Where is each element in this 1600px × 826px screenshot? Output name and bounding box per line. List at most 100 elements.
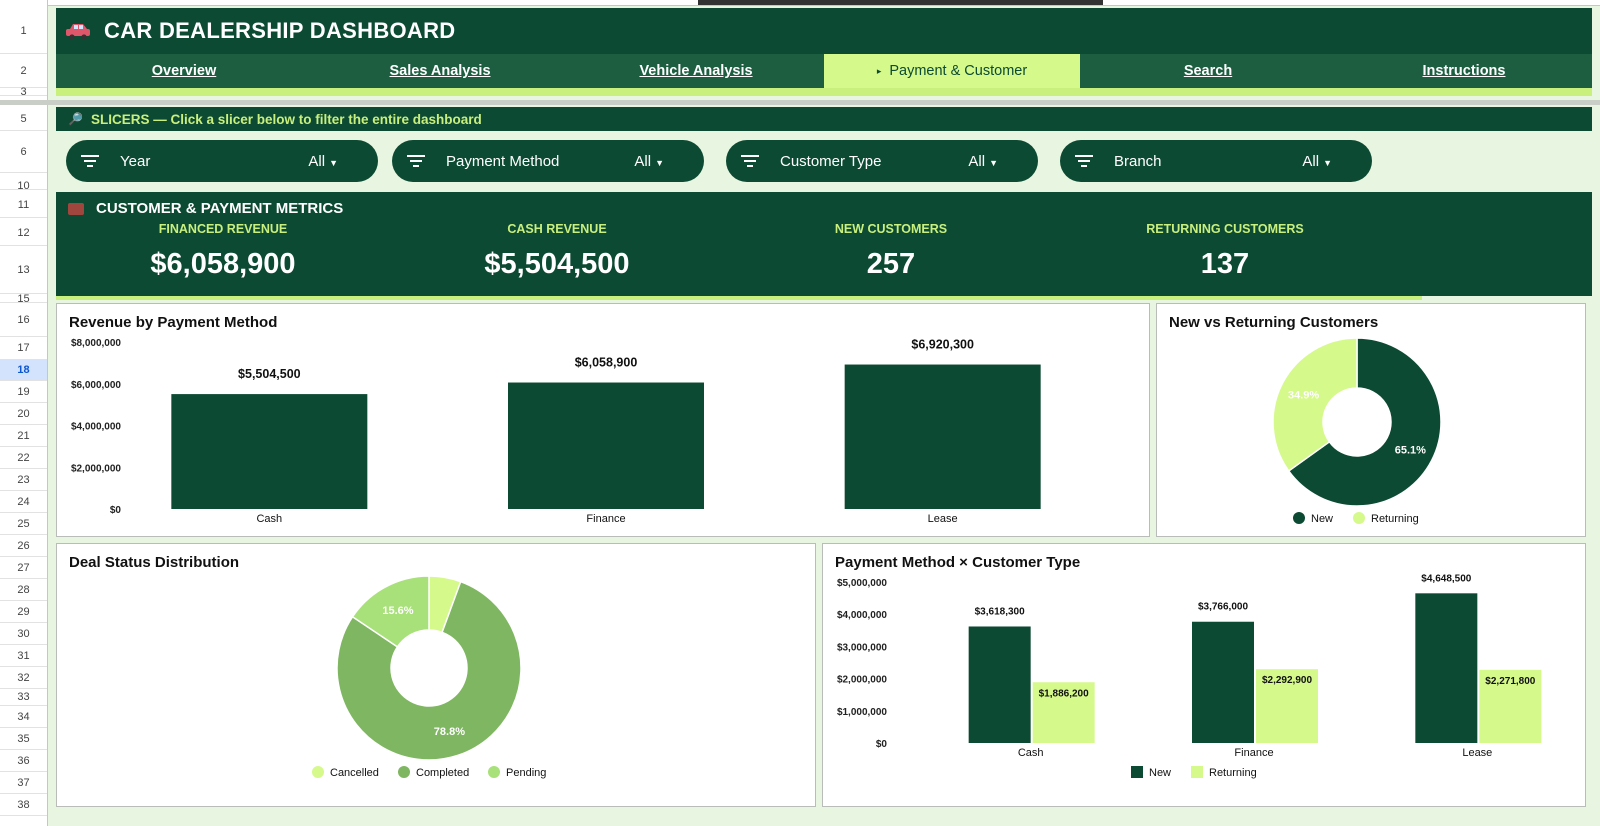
slicer-customer-type[interactable]: Customer Type All ▼ bbox=[726, 140, 1038, 182]
slicer-value-text: All bbox=[968, 152, 986, 170]
row-header-bar: 1 2 3 5 6 10 11 12 13 15 16 17 18 19 20 21 22 23 24 25 26 27 2… bbox=[0, 0, 48, 826]
row-number[interactable]: 35 bbox=[0, 728, 47, 750]
bar-data-label: $2,271,800 bbox=[1485, 676, 1535, 687]
row-number[interactable]: 34 bbox=[0, 706, 47, 728]
row-number[interactable]: 11 bbox=[0, 192, 47, 218]
filter-icon bbox=[1075, 155, 1093, 167]
row-number[interactable]: 36 bbox=[0, 750, 47, 772]
slicer-value-text: All bbox=[634, 152, 652, 170]
chart-title: Deal Status Distribution bbox=[69, 554, 240, 571]
slicer-payment-method[interactable]: Payment Method All ▼ bbox=[392, 140, 704, 182]
row-number[interactable]: 32 bbox=[0, 667, 47, 689]
legend-swatch bbox=[1293, 512, 1305, 524]
metric-card: NEW CUSTOMERS 257 bbox=[721, 222, 1061, 281]
bar bbox=[968, 626, 1031, 743]
active-tab-marker-icon: ▸ bbox=[876, 65, 882, 76]
legend-swatch bbox=[1353, 512, 1365, 524]
caret-down-icon: ▼ bbox=[1323, 157, 1332, 168]
row-number[interactable]: 37 bbox=[0, 772, 47, 794]
revenue-by-payment-chart: $0 $2,000,000 $4,000,000 $6,000,000 $8,000,0… bbox=[71, 338, 1041, 525]
bar bbox=[171, 394, 368, 509]
row-number[interactable]: 17 bbox=[0, 337, 47, 360]
bar-data-label: $2,292,900 bbox=[1262, 675, 1312, 686]
x-tick-label: Cash bbox=[1018, 747, 1044, 759]
metric-card: CASH REVENUE $5,504,500 bbox=[387, 222, 727, 281]
filter-icon bbox=[741, 155, 759, 167]
row-number[interactable]: 18 bbox=[0, 360, 47, 381]
y-tick-label: $5,000,000 bbox=[837, 578, 887, 589]
tab-payment-customer[interactable]: ▸ Payment & Customer bbox=[824, 54, 1080, 88]
row-number[interactable]: 23 bbox=[0, 469, 47, 491]
row-number[interactable]: 38 bbox=[0, 794, 47, 816]
slicers-banner: 🔎 SLICERS — Click a slicer below to filt… bbox=[56, 107, 1592, 131]
row-number[interactable]: 29 bbox=[0, 601, 47, 623]
row-number[interactable]: 31 bbox=[0, 645, 47, 667]
bar-data-label: $4,648,500 bbox=[1421, 573, 1471, 584]
y-tick-label: $2,000,000 bbox=[837, 675, 887, 686]
slicer-branch[interactable]: Branch All ▼ bbox=[1060, 140, 1372, 182]
row-number[interactable]: 30 bbox=[0, 623, 47, 645]
tab-overview[interactable]: Overview bbox=[56, 54, 312, 88]
bar bbox=[844, 364, 1041, 509]
row-number[interactable]: 27 bbox=[0, 557, 47, 579]
row-number[interactable]: 15 bbox=[0, 293, 47, 305]
tab-instructions[interactable]: Instructions bbox=[1336, 54, 1592, 88]
bar bbox=[1479, 669, 1542, 743]
payment-x-customer-panel: Payment Method × Customer Type $0 $1,000,… bbox=[822, 543, 1586, 807]
x-tick-label: Lease bbox=[928, 513, 958, 525]
row-number[interactable]: 16 bbox=[0, 303, 47, 337]
row-number[interactable]: 2 bbox=[0, 54, 47, 88]
row-number[interactable]: 10 bbox=[0, 180, 47, 192]
row-number[interactable]: 26 bbox=[0, 535, 47, 557]
row-number[interactable]: 21 bbox=[0, 425, 47, 447]
tab-sales-analysis[interactable]: Sales Analysis bbox=[312, 54, 568, 88]
tab-label: Search bbox=[1183, 63, 1233, 79]
slice-data-label: 15.6% bbox=[382, 605, 413, 617]
y-tick-label: $8,000,000 bbox=[71, 338, 121, 349]
row-number[interactable]: 5 bbox=[0, 107, 47, 131]
x-tick-label: Finance bbox=[1234, 747, 1273, 759]
legend-swatch bbox=[398, 766, 410, 778]
bar-data-label: $5,504,500 bbox=[238, 367, 301, 381]
row-number[interactable]: 19 bbox=[0, 381, 47, 403]
dashboard-title-bar: CAR DEALERSHIP DASHBOARD bbox=[56, 8, 1592, 54]
bar bbox=[508, 382, 704, 509]
slicer-value-text: All bbox=[1302, 152, 1320, 170]
metric-value: 257 bbox=[866, 248, 916, 280]
briefcase-icon bbox=[68, 202, 84, 215]
caret-down-icon: ▼ bbox=[989, 157, 998, 168]
tab-label: Payment & Customer bbox=[889, 63, 1028, 79]
tab-label: Vehicle Analysis bbox=[639, 63, 753, 79]
freeze-divider[interactable] bbox=[0, 100, 1600, 105]
slicer-value[interactable]: All ▼ bbox=[968, 153, 998, 170]
row-number[interactable]: 3 bbox=[0, 86, 47, 98]
nav-tabs: Overview Sales Analysis Vehicle Analysis ▸ P… bbox=[56, 54, 1592, 88]
row-number[interactable]: 33 bbox=[0, 689, 47, 706]
row-number[interactable]: 25 bbox=[0, 513, 47, 535]
row-number[interactable]: 20 bbox=[0, 403, 47, 425]
legend-label: Returning bbox=[1209, 767, 1257, 779]
row-number[interactable]: 22 bbox=[0, 447, 47, 469]
tab-label: Overview bbox=[151, 63, 217, 79]
bar-data-label: $6,058,900 bbox=[575, 356, 638, 370]
slicer-year[interactable]: Year All ▼ bbox=[66, 140, 378, 182]
legend-label: New bbox=[1311, 513, 1333, 525]
row-number[interactable]: 28 bbox=[0, 579, 47, 601]
slicer-value[interactable]: All ▼ bbox=[308, 153, 338, 170]
metrics-heading-text: CUSTOMER & PAYMENT METRICS bbox=[96, 200, 344, 217]
slicer-label: Branch bbox=[1114, 152, 1162, 170]
row-number[interactable]: 6 bbox=[0, 131, 47, 173]
caret-down-icon: ▼ bbox=[329, 157, 338, 168]
chart-title: New vs Returning Customers bbox=[1169, 314, 1379, 331]
slicer-label: Year bbox=[120, 152, 151, 170]
nav-underline bbox=[56, 88, 1592, 96]
tab-vehicle-analysis[interactable]: Vehicle Analysis bbox=[568, 54, 824, 88]
slicer-value[interactable]: All ▼ bbox=[1302, 153, 1332, 170]
tab-search[interactable]: Search bbox=[1080, 54, 1336, 88]
slicer-value[interactable]: All ▼ bbox=[634, 153, 664, 170]
row-number[interactable]: 1 bbox=[0, 8, 47, 54]
row-number[interactable]: 12 bbox=[0, 220, 47, 246]
row-number[interactable]: 13 bbox=[0, 246, 47, 294]
bar bbox=[1192, 621, 1254, 743]
row-number[interactable]: 24 bbox=[0, 491, 47, 513]
